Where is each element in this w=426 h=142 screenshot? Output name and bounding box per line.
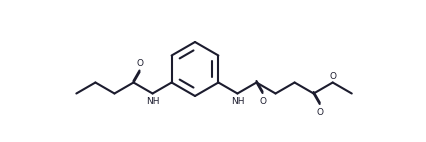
Text: NH: NH [231,97,244,106]
Text: O: O [316,108,323,117]
Text: NH: NH [146,97,159,106]
Text: O: O [259,97,266,106]
Text: O: O [329,72,336,81]
Text: O: O [136,59,143,68]
